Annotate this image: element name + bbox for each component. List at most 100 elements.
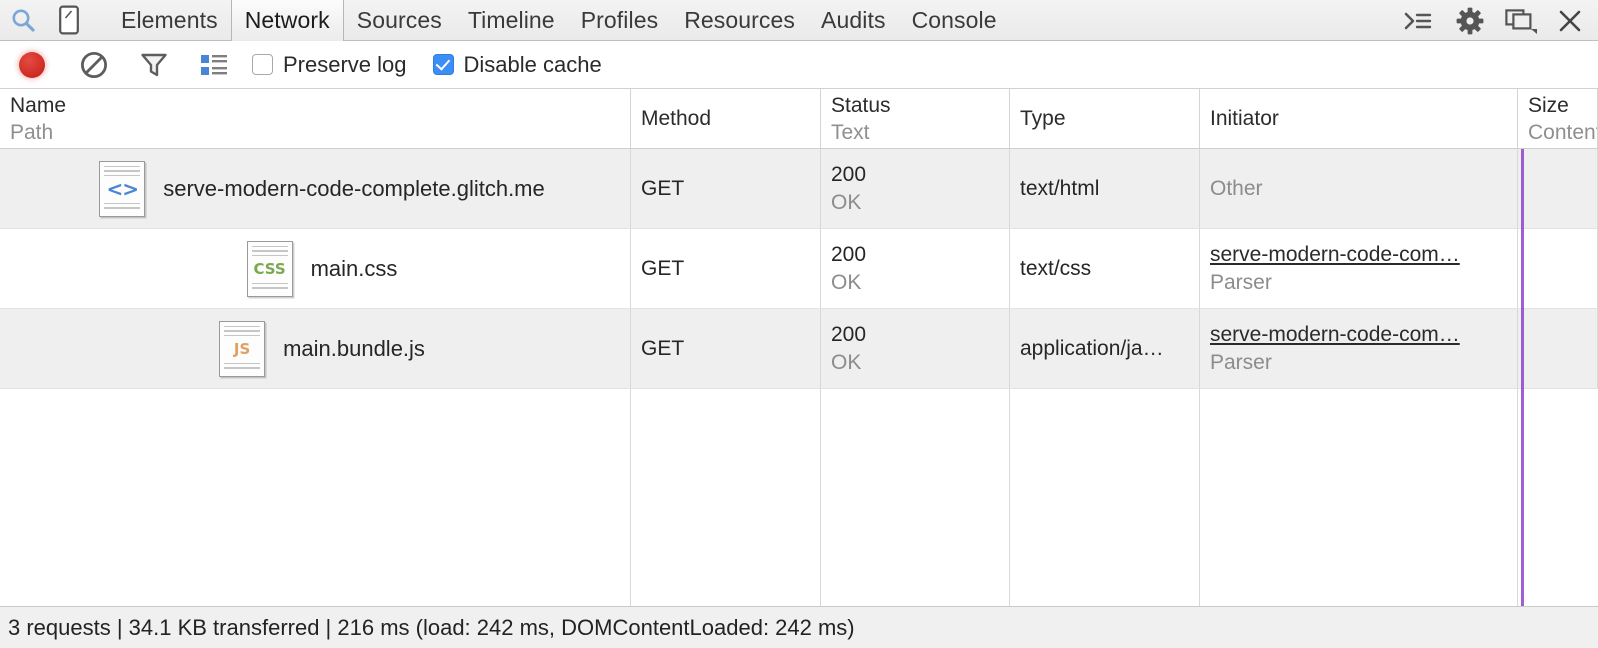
column-title: Status — [831, 93, 891, 117]
disable-cache-label: Disable cache — [463, 51, 602, 77]
devtools-tabbar: Elements Network Sources Timeline Profil… — [0, 0, 1598, 41]
cell-method: GET — [631, 309, 821, 388]
column-title: Initiator — [1210, 107, 1279, 130]
request-type: text/html — [1020, 176, 1100, 200]
preserve-log-box[interactable] — [252, 54, 273, 75]
cell-size — [1518, 229, 1598, 308]
request-name: main.bundle.js — [283, 335, 425, 361]
cell-initiator: Other — [1200, 149, 1518, 228]
tab-resources[interactable]: Resources — [671, 0, 808, 41]
close-icon[interactable] — [1548, 0, 1592, 41]
record-button[interactable] — [10, 43, 54, 87]
clear-icon[interactable] — [72, 43, 116, 87]
request-initiator-link[interactable]: serve-modern-code-com… — [1210, 242, 1460, 266]
table-row[interactable]: <> serve-modern-code-complete.glitch.me … — [0, 149, 1598, 229]
preserve-log-checkbox[interactable]: Preserve log — [252, 52, 407, 78]
cell-name[interactable]: CSS main.css — [0, 229, 631, 308]
tab-label: Profiles — [580, 6, 659, 33]
filler-column-method — [631, 389, 821, 606]
domcontentloaded-marker — [1521, 149, 1524, 606]
request-status: 200 — [831, 162, 867, 186]
cell-type: text/css — [1010, 229, 1200, 308]
table-body: <> serve-modern-code-complete.glitch.me … — [0, 149, 1598, 606]
disable-cache-box[interactable] — [432, 54, 454, 75]
tab-timeline[interactable]: Timeline — [455, 0, 568, 41]
request-type: text/css — [1020, 256, 1092, 280]
disable-cache-checkbox[interactable]: Disable cache — [432, 51, 602, 78]
request-status-text: OK — [831, 270, 862, 294]
cell-status: 200 OK — [821, 309, 1010, 388]
filler-column-status — [821, 389, 1010, 606]
request-method: GET — [641, 176, 685, 200]
request-initiator-type: Parser — [1210, 350, 1272, 374]
tab-audits[interactable]: Audits — [808, 0, 899, 41]
request-method: GET — [641, 256, 685, 280]
request-initiator-link[interactable]: serve-modern-code-com… — [1210, 322, 1460, 346]
filler-column-name — [0, 389, 631, 606]
js-file-icon: JS — [219, 320, 266, 377]
column-subtitle: Path — [10, 120, 54, 144]
tab-label: Sources — [356, 6, 442, 33]
column-header-size[interactable]: Size Content — [1518, 89, 1598, 148]
cell-initiator: serve-modern-code-com… Parser — [1200, 309, 1518, 388]
table-row[interactable]: JS main.bundle.js GET 200 OK application… — [0, 309, 1598, 389]
column-subtitle: Text — [831, 120, 870, 144]
show-drawer-icon[interactable] — [1392, 0, 1444, 41]
cell-name[interactable]: JS main.bundle.js — [0, 309, 631, 388]
tab-label: Audits — [821, 6, 886, 33]
filler-column-size — [1518, 389, 1598, 606]
column-header-status[interactable]: Status Text — [821, 89, 1010, 148]
device-mode-icon[interactable] — [46, 0, 92, 40]
tabbar-actions — [1392, 0, 1592, 41]
column-header-name[interactable]: Name Path — [0, 89, 631, 148]
request-status-text: OK — [831, 190, 862, 214]
cell-status: 200 OK — [821, 149, 1010, 228]
tab-label: Network — [244, 6, 330, 33]
tab-profiles[interactable]: Profiles — [568, 0, 672, 41]
request-status: 200 — [831, 322, 867, 346]
file-icon-badge: CSS — [253, 259, 286, 278]
tab-elements[interactable]: Elements — [108, 0, 231, 41]
request-initiator-type: Parser — [1210, 270, 1272, 294]
table-header-row: Name Path Method Status Text Type Initia… — [0, 89, 1598, 149]
empty-rows-area — [0, 389, 1598, 606]
request-status: 200 — [831, 242, 867, 266]
preserve-log-label: Preserve log — [283, 51, 407, 77]
network-summary-text: 3 requests | 34.1 KB transferred | 216 m… — [8, 614, 855, 640]
panel-tabs: Elements Network Sources Timeline Profil… — [108, 0, 1010, 41]
cell-type: text/html — [1010, 149, 1200, 228]
column-header-initiator[interactable]: Initiator — [1200, 89, 1518, 148]
filler-column-initiator — [1200, 389, 1518, 606]
column-header-method[interactable]: Method — [631, 89, 821, 148]
request-method: GET — [641, 336, 685, 360]
request-type: application/ja… — [1020, 336, 1164, 360]
cell-type: application/ja… — [1010, 309, 1200, 388]
column-header-type[interactable]: Type — [1010, 89, 1200, 148]
tab-sources[interactable]: Sources — [344, 0, 455, 41]
use-large-rows-icon[interactable] — [192, 43, 236, 87]
search-icon[interactable] — [0, 0, 46, 40]
cell-name[interactable]: <> serve-modern-code-complete.glitch.me — [0, 149, 631, 228]
network-request-table: Name Path Method Status Text Type Initia… — [0, 89, 1598, 606]
tab-label: Timeline — [467, 6, 555, 33]
file-icon-badge: <> — [106, 176, 139, 201]
request-status-text: OK — [831, 350, 862, 374]
gear-icon[interactable] — [1444, 0, 1496, 41]
html-file-icon: <> — [99, 160, 146, 217]
request-name: main.css — [310, 255, 398, 281]
dock-position-icon[interactable] — [1496, 0, 1548, 41]
tab-label: Console — [911, 6, 997, 33]
cell-method: GET — [631, 149, 821, 228]
column-title: Type — [1020, 107, 1066, 130]
tab-label: Elements — [121, 6, 218, 33]
css-file-icon: CSS — [246, 240, 293, 297]
record-indicator — [19, 51, 45, 78]
filter-icon[interactable] — [132, 43, 176, 87]
file-icon-badge: JS — [233, 339, 251, 358]
tab-label: Resources — [684, 6, 796, 33]
tab-console[interactable]: Console — [899, 0, 1010, 41]
tab-network[interactable]: Network — [230, 0, 344, 41]
request-initiator: Other — [1210, 176, 1263, 200]
table-row[interactable]: CSS main.css GET 200 OK text/css serve-m… — [0, 229, 1598, 309]
